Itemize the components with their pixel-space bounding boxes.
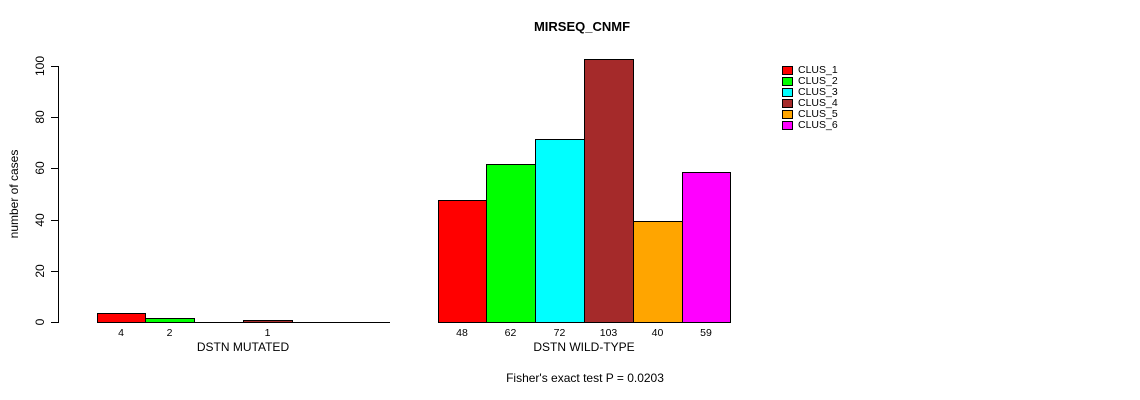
y-tick-label: 40 — [33, 213, 47, 227]
legend-swatch — [782, 98, 793, 108]
legend-swatch — [782, 121, 793, 130]
bar-value-label: 2 — [166, 327, 173, 339]
legend-item: CLUS_5 — [782, 107, 838, 120]
legend-label: CLUS_5 — [798, 107, 838, 120]
legend-label: CLUS_1 — [798, 63, 838, 76]
group-label: DSTN WILD-TYPE — [533, 340, 635, 354]
bar-clus_4 — [243, 320, 293, 323]
y-tick — [51, 271, 58, 272]
bar-value-label: 62 — [504, 327, 517, 339]
bar-clus_2 — [486, 164, 536, 323]
bar-clus_6 — [682, 172, 731, 323]
y-tick — [51, 66, 58, 67]
legend-item: CLUS_2 — [782, 74, 838, 87]
legend-item: CLUS_6 — [782, 120, 838, 131]
legend-swatch — [782, 109, 793, 119]
legend-swatch — [782, 65, 793, 75]
bar-clus_5 — [633, 221, 683, 323]
y-tick-label: 80 — [33, 110, 47, 124]
legend-label: CLUS_4 — [798, 96, 838, 109]
group-label: DSTN MUTATED — [196, 340, 290, 354]
bar-value-label: 4 — [118, 327, 124, 339]
legend-item: CLUS_3 — [782, 85, 838, 98]
bar-value-label: 103 — [599, 327, 618, 339]
y-tick-label: 60 — [33, 161, 47, 175]
legend-label: CLUS_6 — [798, 119, 838, 131]
y-tick — [51, 322, 58, 323]
bar-value-label: 59 — [700, 327, 712, 339]
y-tick — [51, 220, 58, 221]
legend-swatch — [782, 87, 793, 97]
bar-clus_1 — [438, 200, 487, 323]
y-tick-label: 20 — [33, 264, 47, 278]
bar-value-label: 1 — [264, 327, 271, 339]
legend-label: CLUS_2 — [798, 74, 838, 87]
y-tick-label: 0 — [33, 318, 47, 326]
y-axis-line — [58, 66, 59, 323]
bar-clus_2 — [145, 318, 195, 323]
bar-value-label: 72 — [553, 327, 566, 339]
bar-clus_3 — [535, 139, 585, 323]
legend-swatch — [782, 76, 793, 86]
legend-label: CLUS_3 — [798, 85, 838, 98]
bar-value-label: 40 — [651, 327, 664, 339]
footnote-text: Fisher's exact test P = 0.0203 — [506, 371, 664, 385]
y-axis-title: number of cases — [7, 149, 21, 239]
bar-clus_4 — [584, 59, 634, 323]
legend-item: CLUS_1 — [782, 63, 838, 76]
y-tick-label: 100 — [33, 55, 47, 77]
y-tick — [51, 117, 58, 118]
chart-title: MIRSEQ_CNMF — [533, 19, 631, 34]
y-tick — [51, 168, 58, 169]
legend-item: CLUS_4 — [782, 96, 838, 109]
bar-clus_1 — [97, 313, 146, 323]
bar-value-label: 48 — [456, 327, 468, 339]
